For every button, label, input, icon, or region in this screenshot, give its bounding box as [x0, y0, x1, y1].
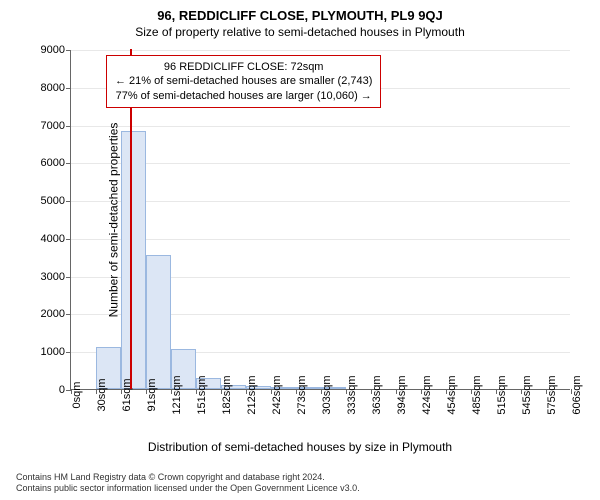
chart-plot: 01000200030004000500060007000800090000sq… — [70, 50, 570, 390]
ytick-label: 1000 — [41, 346, 65, 358]
histogram-bar — [121, 131, 146, 389]
xtick-label: 30sqm — [96, 378, 108, 411]
xtick-label: 424sqm — [421, 375, 433, 414]
page-subtitle: Size of property relative to semi-detach… — [0, 25, 600, 39]
ytick-label: 3000 — [41, 271, 65, 283]
ytick-mark — [66, 314, 71, 315]
footnote: Contains HM Land Registry data © Crown c… — [16, 472, 360, 495]
x-axis-label: Distribution of semi-detached houses by … — [0, 440, 600, 454]
ytick-mark — [66, 163, 71, 164]
annotation-line3: 77% of semi-detached houses are larger (… — [115, 89, 372, 103]
annotation-line1: 96 REDDICLIFF CLOSE: 72sqm — [115, 60, 372, 74]
xtick-label: 485sqm — [471, 375, 483, 414]
histogram-bar — [146, 255, 171, 389]
gridline — [71, 126, 570, 127]
ytick-mark — [66, 277, 71, 278]
xtick-label: 363sqm — [371, 375, 383, 414]
xtick-label: 182sqm — [221, 375, 233, 414]
ytick-mark — [66, 201, 71, 202]
ytick-label: 0 — [59, 384, 65, 396]
xtick-label: 333sqm — [346, 375, 358, 414]
footnote-line1: Contains HM Land Registry data © Crown c… — [16, 472, 360, 483]
xtick-label: 242sqm — [271, 375, 283, 414]
xtick-label: 394sqm — [396, 375, 408, 414]
xtick-label: 0sqm — [71, 382, 83, 409]
ytick-mark — [66, 352, 71, 353]
ytick-label: 2000 — [41, 308, 65, 320]
gridline — [71, 50, 570, 51]
xtick-label: 303sqm — [321, 375, 333, 414]
xtick-label: 545sqm — [521, 375, 533, 414]
ytick-mark — [66, 126, 71, 127]
ytick-label: 6000 — [41, 157, 65, 169]
xtick-label: 515sqm — [496, 375, 508, 414]
xtick-label: 273sqm — [296, 375, 308, 414]
chart-area: 01000200030004000500060007000800090000sq… — [70, 50, 570, 390]
footnote-line2: Contains public sector information licen… — [16, 483, 360, 494]
ytick-label: 4000 — [41, 233, 65, 245]
ytick-mark — [66, 50, 71, 51]
annotation-box: 96 REDDICLIFF CLOSE: 72sqm← 21% of semi-… — [106, 55, 381, 108]
xtick-label: 606sqm — [571, 375, 583, 414]
xtick-label: 91sqm — [146, 378, 158, 411]
ytick-label: 9000 — [41, 44, 65, 56]
xtick-label: 454sqm — [446, 375, 458, 414]
xtick-label: 151sqm — [196, 375, 208, 414]
page-title: 96, REDDICLIFF CLOSE, PLYMOUTH, PL9 9QJ — [0, 0, 600, 23]
ytick-mark — [66, 239, 71, 240]
xtick-label: 212sqm — [246, 375, 258, 414]
ytick-label: 8000 — [41, 82, 65, 94]
xtick-label: 121sqm — [171, 375, 183, 414]
y-axis-label: Number of semi-detached properties — [106, 123, 120, 318]
xtick-label: 575sqm — [546, 375, 558, 414]
ytick-mark — [66, 88, 71, 89]
ytick-label: 5000 — [41, 195, 65, 207]
annotation-line2: ← 21% of semi-detached houses are smalle… — [115, 74, 372, 88]
ytick-label: 7000 — [41, 120, 65, 132]
